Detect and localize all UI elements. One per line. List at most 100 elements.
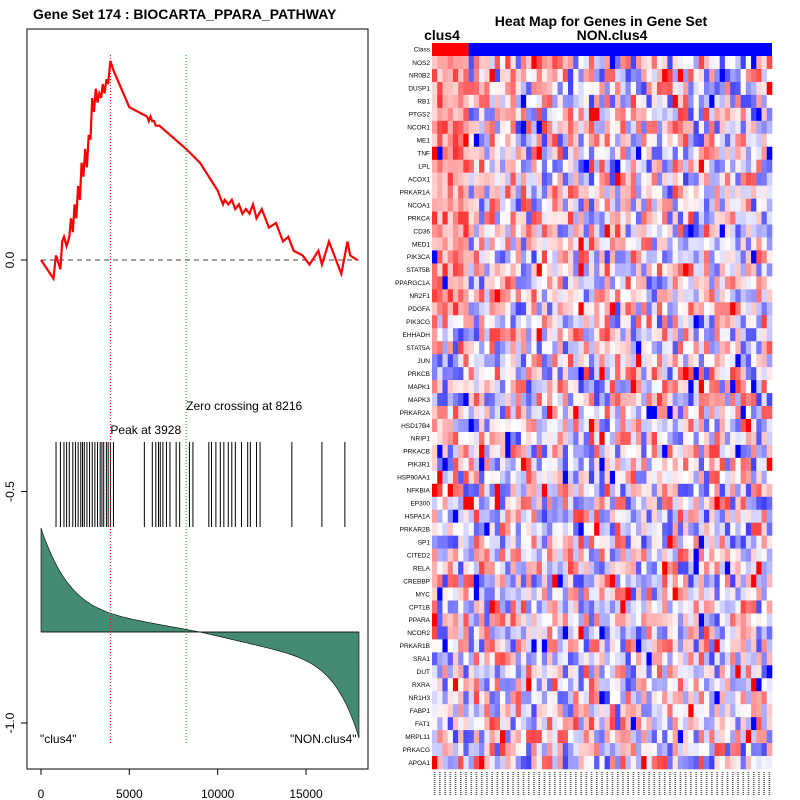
heatmap-cell xyxy=(578,367,584,381)
heatmap-cell xyxy=(656,328,663,342)
heatmap-cell xyxy=(494,600,501,614)
heatmap-cell xyxy=(719,328,726,342)
heatmap-cell xyxy=(730,380,736,394)
heatmap-cell xyxy=(578,418,584,433)
heatmap-cell xyxy=(662,678,668,692)
heatmap-cell xyxy=(536,133,543,148)
heatmap-cell xyxy=(677,172,684,186)
heatmap-cell xyxy=(656,730,663,744)
heatmap-cell xyxy=(714,665,720,679)
heatmap-cell xyxy=(552,457,558,472)
heatmap-cell xyxy=(599,302,605,316)
heatmap-cell xyxy=(615,548,621,562)
heatmap-cell xyxy=(688,457,694,472)
heatmap-cell xyxy=(458,730,464,744)
heatmap-cell xyxy=(468,159,475,173)
heatmap-cell xyxy=(656,341,663,355)
heatmap-cell xyxy=(766,678,773,692)
heatmap-cell xyxy=(625,418,632,433)
heatmap-cell xyxy=(740,600,747,614)
heatmap-cell xyxy=(526,276,532,290)
heatmap-cell xyxy=(573,211,579,225)
heatmap-cell xyxy=(745,224,752,238)
heatmap-cell xyxy=(541,263,548,277)
heatmap-cell xyxy=(672,146,679,161)
heatmap-cell xyxy=(604,561,611,575)
heatmap-cell xyxy=(672,315,679,329)
heatmap-cell xyxy=(730,393,736,407)
heatmap-cell xyxy=(609,81,616,96)
heatmap-cell xyxy=(740,172,747,186)
gene-label: RXRA xyxy=(412,682,431,689)
heatmap-cell xyxy=(766,496,773,511)
heatmap-cell xyxy=(536,159,543,173)
heatmap-cell xyxy=(468,574,475,588)
axes: 0 5000 10000 15000-1.0-0.50.0 xyxy=(3,251,323,800)
heatmap-cell xyxy=(484,94,490,109)
heatmap-cell xyxy=(704,457,710,472)
heatmap-cell xyxy=(688,561,694,575)
heatmap-cell xyxy=(568,328,574,342)
heatmap-cell xyxy=(479,756,485,770)
heatmap-cell xyxy=(583,717,590,731)
heatmap-cell xyxy=(609,522,616,536)
heatmap-cell xyxy=(662,354,668,368)
heatmap-cell xyxy=(672,496,679,511)
heatmap-cell xyxy=(468,600,475,614)
heatmap-cell xyxy=(526,457,532,472)
heatmap-cell xyxy=(625,574,632,588)
heatmap-cell xyxy=(766,211,773,225)
heatmap-cell xyxy=(609,431,616,446)
heatmap-cell xyxy=(531,470,537,485)
gene-label: STAT5A xyxy=(406,345,430,352)
heatmap-cell xyxy=(515,328,522,342)
heatmap-cell xyxy=(573,691,579,705)
heatmap-cell xyxy=(552,341,558,355)
heatmap-cell xyxy=(730,146,736,161)
heatmap-cell xyxy=(562,94,569,109)
heatmap-cell xyxy=(500,263,506,277)
heatmap-cell xyxy=(667,743,673,757)
heatmap-cell xyxy=(672,678,679,692)
heatmap-cell xyxy=(547,198,553,212)
heatmap-cell xyxy=(562,302,569,316)
heatmap-cell xyxy=(562,730,569,744)
heatmap-cell xyxy=(562,457,569,472)
heatmap-cell xyxy=(541,652,548,666)
heatmap-cell xyxy=(714,470,720,485)
heatmap-cell xyxy=(505,328,511,342)
heatmap-cell xyxy=(510,211,516,225)
heatmap-cell xyxy=(531,626,537,640)
heatmap-cell xyxy=(447,276,454,290)
heatmap-cell xyxy=(698,315,705,329)
heatmap-cell xyxy=(505,159,511,173)
heatmap-cell xyxy=(541,211,548,225)
heatmap-cell xyxy=(463,600,469,614)
heatmap-cell xyxy=(709,94,715,109)
heatmap-cell xyxy=(447,328,454,342)
heatmap-cell xyxy=(468,613,475,627)
heatmap-cell xyxy=(557,211,564,225)
heatmap-cell xyxy=(583,600,590,614)
heatmap-cell xyxy=(531,444,537,459)
heatmap-cell xyxy=(599,315,605,329)
heatmap-cell xyxy=(578,444,584,459)
gene-label: ME1 xyxy=(417,138,431,145)
heatmap-cell xyxy=(432,133,438,148)
heatmap-cell xyxy=(751,56,757,70)
heatmap-cell xyxy=(468,483,475,498)
heatmap-cell xyxy=(719,367,726,381)
heatmap-cell xyxy=(620,639,626,653)
heatmap-cell xyxy=(432,704,438,718)
heatmap-cell xyxy=(547,704,553,718)
heatmap-cell xyxy=(719,159,726,173)
heatmap-cell xyxy=(573,717,579,731)
heatmap-cell xyxy=(756,315,762,329)
heatmap-cell xyxy=(463,743,469,757)
heatmap-cell xyxy=(599,185,605,199)
heatmap-cell xyxy=(766,133,773,148)
heatmap-cell xyxy=(709,380,715,394)
heatmap-cell xyxy=(683,224,689,238)
heatmap-cell xyxy=(651,496,658,511)
heatmap-cell xyxy=(500,341,506,355)
